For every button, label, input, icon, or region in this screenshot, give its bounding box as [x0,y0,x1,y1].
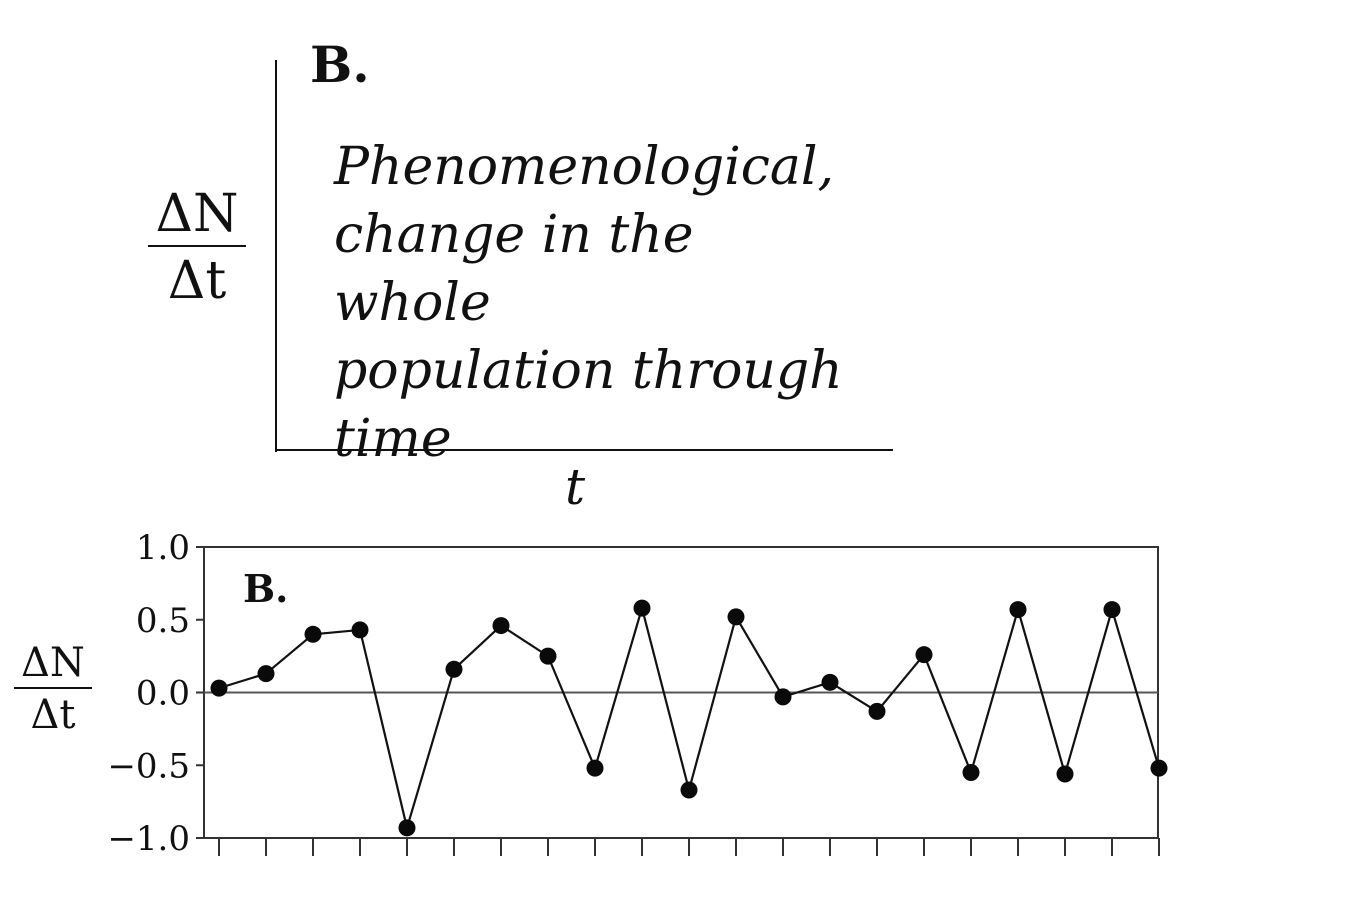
chart-y-label-denominator: Δt [30,692,76,738]
y-tick-label: 1.0 [136,528,190,568]
chart-y-label-fraction-bar [14,687,92,689]
schematic-y-label-numerator: ΔN [155,184,239,244]
y-tick-label: 0.0 [136,674,190,714]
schematic-y-axis [275,60,277,452]
data-point [257,665,275,683]
schematic-y-axis-label: ΔN Δt [148,188,246,307]
data-point [680,781,698,799]
data-point [351,621,369,639]
data-point [398,819,416,837]
data-point [774,688,792,706]
schematic-y-label-denominator: Δt [167,251,227,311]
data-point [821,673,839,691]
schematic-x-axis [275,449,893,451]
data-point [1150,759,1168,777]
data-point [1009,601,1027,619]
data-point [539,647,557,665]
schematic-panel-label: B. [310,35,370,94]
data-point [304,625,322,643]
schematic-y-label-fraction-bar [148,245,246,247]
data-point [962,764,980,782]
data-point [868,702,886,720]
y-tick-label: 0.5 [136,601,190,641]
schematic-x-axis-label: t [565,458,586,516]
y-tick-label: −1.0 [107,819,190,859]
data-point [727,608,745,626]
data-point [1103,601,1121,619]
chart-y-label-numerator: ΔN [21,640,85,686]
data-point [1056,765,1074,783]
schematic-description: Phenomenological, change in the whole po… [334,137,843,469]
data-point [492,617,510,635]
data-point [210,679,228,697]
data-point [915,646,933,664]
chart-y-axis-label: ΔN Δt [14,643,92,735]
chart-panel-label: B. [243,566,288,611]
y-tick-label: −0.5 [107,746,190,786]
data-point [445,660,463,678]
data-point [586,759,604,777]
data-point [633,599,651,617]
